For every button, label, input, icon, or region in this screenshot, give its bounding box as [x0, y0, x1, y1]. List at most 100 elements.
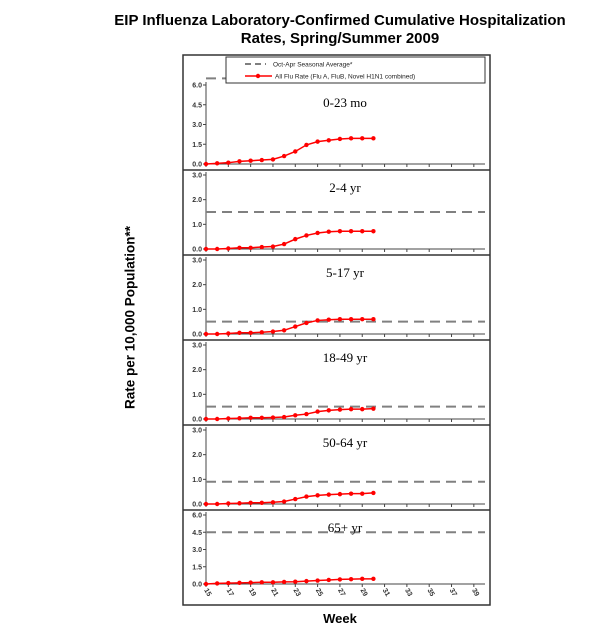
x-tick-label: 25 — [314, 588, 324, 598]
data-point — [281, 579, 287, 585]
data-point — [315, 578, 320, 583]
data-point — [248, 330, 253, 335]
data-point — [348, 229, 354, 234]
data-point — [360, 317, 365, 322]
data-point — [214, 161, 220, 166]
y-tick-label: 0.0 — [192, 332, 202, 339]
x-axis-label: Week — [323, 611, 357, 626]
data-point — [326, 229, 331, 234]
data-point — [203, 416, 209, 422]
data-point — [237, 501, 242, 506]
data-point — [360, 491, 365, 496]
data-point — [226, 501, 231, 506]
data-point — [259, 157, 264, 163]
data-point — [203, 331, 209, 337]
panel-label: 0-23 mo — [323, 95, 367, 110]
data-point — [214, 246, 220, 252]
panel-label: 50-64 yr — [323, 435, 368, 450]
x-tick-label: 29 — [359, 588, 369, 598]
data-point — [348, 136, 354, 141]
data-point — [237, 245, 242, 250]
data-point — [259, 580, 264, 585]
x-tick-label: 23 — [292, 588, 302, 598]
chart-title: EIP Influenza Laboratory-Confirmed Cumul… — [0, 12, 600, 48]
data-point — [214, 501, 220, 507]
x-tick-label: 31 — [381, 588, 391, 598]
chart-title-line-2: Rates, Spring/Summer 2009 — [240, 30, 440, 47]
data-point — [293, 413, 298, 418]
data-point — [326, 317, 331, 322]
data-point — [326, 408, 331, 413]
y-tick-label: 1.0 — [192, 477, 202, 484]
data-point — [293, 496, 298, 502]
data-point — [337, 491, 343, 497]
data-point — [348, 317, 354, 322]
data-point — [315, 230, 320, 236]
y-tick-label: 0.0 — [192, 502, 202, 509]
data-point — [337, 407, 343, 412]
data-point — [326, 138, 331, 143]
data-point — [315, 139, 320, 144]
data-point — [248, 500, 253, 505]
x-tick-label: 17 — [225, 588, 235, 598]
data-point — [281, 414, 287, 420]
y-tick-label: 3.0 — [192, 547, 202, 554]
data-point — [226, 160, 231, 165]
chart-frame — [182, 54, 491, 606]
data-point — [360, 136, 365, 141]
x-tick-label: 21 — [269, 588, 279, 598]
x-tick-label: 35 — [425, 588, 435, 598]
data-point — [371, 136, 376, 141]
data-point — [326, 577, 331, 583]
data-point — [259, 244, 264, 250]
data-point — [203, 161, 209, 167]
data-point — [360, 406, 365, 412]
data-point — [248, 415, 253, 420]
data-point — [237, 159, 242, 164]
data-point — [270, 329, 276, 334]
data-point — [315, 493, 320, 498]
data-point — [304, 494, 309, 499]
data-point — [304, 578, 309, 584]
data-point — [203, 501, 209, 507]
y-tick-label: 3.0 — [192, 428, 202, 435]
data-point — [304, 233, 309, 238]
data-point — [293, 149, 298, 154]
data-point — [281, 328, 287, 333]
data-point — [348, 491, 354, 496]
y-tick-label: 6.0 — [192, 83, 202, 90]
y-tick-label: 2.0 — [192, 367, 202, 374]
legend-label: All Flu Rate (Flu A, FluB, Novel H1N1 co… — [275, 74, 415, 81]
data-point — [248, 245, 253, 250]
data-point — [270, 580, 276, 585]
data-point — [371, 229, 376, 234]
series-line — [205, 137, 374, 165]
data-point — [203, 246, 209, 252]
data-point — [214, 416, 220, 422]
y-tick-label: 1.5 — [192, 142, 202, 149]
data-point — [304, 411, 309, 417]
series-line — [206, 230, 374, 250]
data-point — [281, 499, 287, 504]
y-tick-label: 3.0 — [192, 258, 202, 265]
y-tick-label: 3.0 — [192, 122, 202, 129]
data-point — [237, 580, 242, 586]
y-tick-label: 0.0 — [192, 162, 202, 169]
panel-label: 2-4 yr — [329, 180, 361, 195]
data-point — [259, 415, 264, 420]
y-tick-label: 0.0 — [192, 417, 202, 424]
data-point — [371, 406, 376, 411]
series-line — [205, 578, 374, 585]
y-tick-label: 2.0 — [192, 452, 202, 459]
data-point — [226, 331, 231, 336]
data-point — [371, 576, 376, 582]
data-point — [315, 318, 320, 323]
data-point — [293, 324, 298, 329]
legend-label: Oct-Apr Seasonal Average* — [273, 62, 353, 69]
x-tick-label: 27 — [336, 588, 346, 598]
data-point — [360, 229, 365, 234]
y-tick-label: 3.0 — [192, 343, 202, 350]
data-point — [348, 576, 354, 582]
x-tick-label: 19 — [247, 588, 257, 598]
